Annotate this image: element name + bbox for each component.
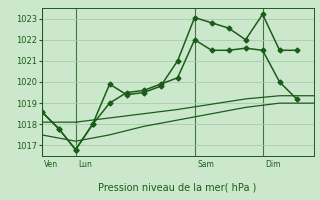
Text: Pression niveau de la mer( hPa ): Pression niveau de la mer( hPa ) (99, 183, 257, 193)
Text: Sam: Sam (197, 160, 214, 169)
Text: Dim: Dim (265, 160, 281, 169)
Text: Ven: Ven (44, 160, 58, 169)
Text: Lun: Lun (78, 160, 92, 169)
